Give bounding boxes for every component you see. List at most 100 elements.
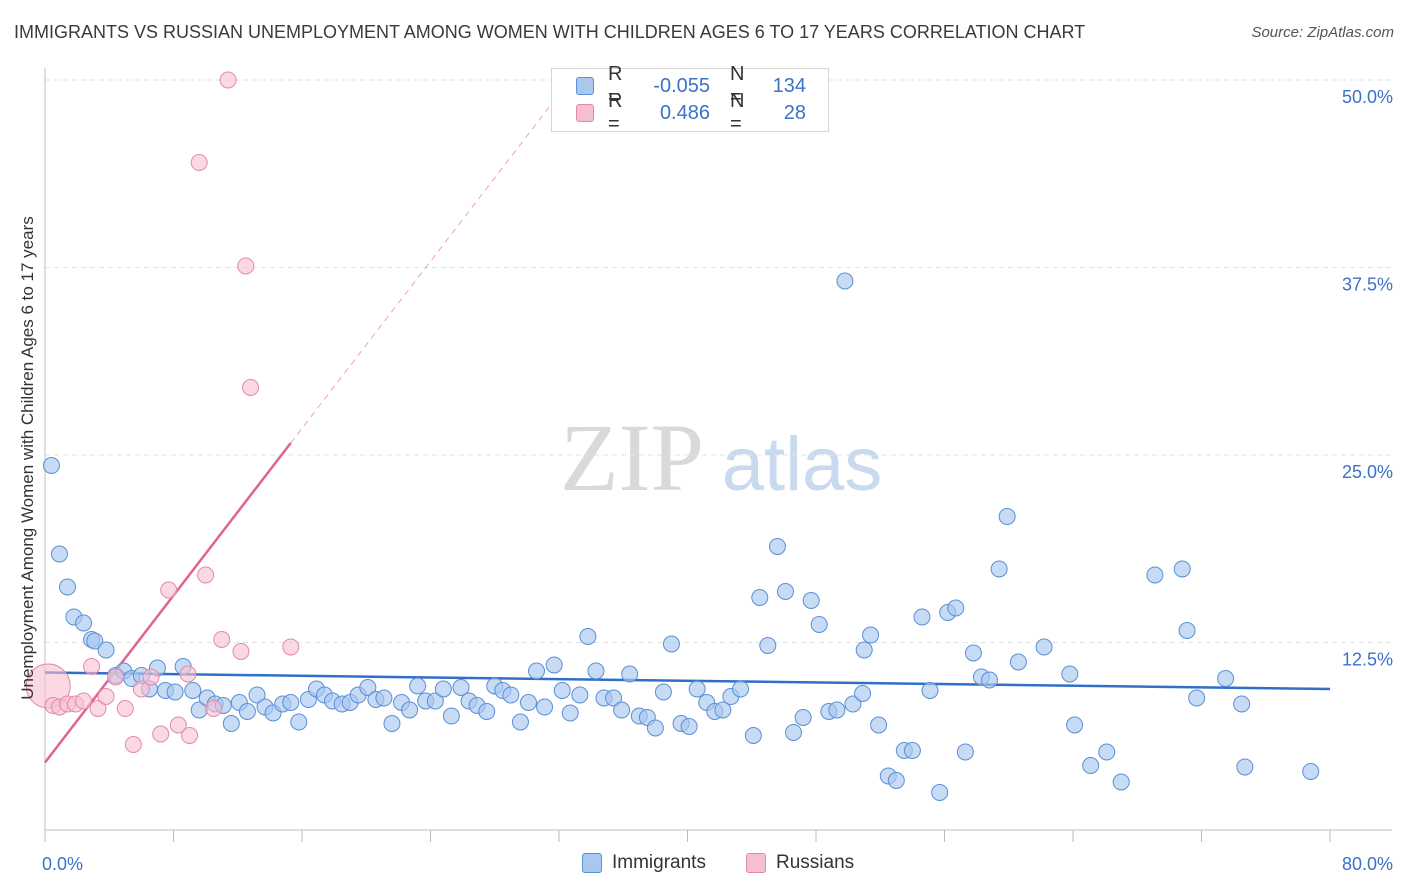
immigrants-point (990, 560, 1008, 578)
source-label: Source: ZipAtlas.com (1251, 24, 1394, 41)
immigrants-point (519, 694, 537, 711)
russians-point (205, 700, 223, 717)
immigrants-point (86, 632, 104, 650)
immigrants-point (401, 701, 419, 719)
immigrants-point (42, 457, 60, 474)
immigrants-point (931, 784, 949, 801)
immigrants-points (42, 272, 1320, 801)
russians-point (282, 638, 300, 656)
russians-point (152, 725, 170, 743)
immigrants-point (452, 679, 470, 696)
immigrants-point (744, 727, 762, 744)
immigrants-point (571, 686, 589, 704)
immigrants-point (802, 592, 820, 609)
immigrants-point (956, 743, 974, 761)
immigrants-point (409, 677, 427, 695)
r-label: R = (608, 90, 623, 135)
trend-lines (44, 79, 1331, 764)
russians-point (181, 727, 199, 744)
immigrants-point (844, 695, 862, 713)
n-label: N = (730, 63, 745, 108)
russians-point (75, 692, 93, 710)
immigrants-point (654, 683, 672, 701)
russians-point (232, 643, 250, 660)
immigrants-point (502, 686, 520, 704)
immigrants-point (553, 682, 571, 699)
russians-trend-line (44, 442, 292, 764)
immigrants-point (184, 682, 202, 699)
russians-point (83, 658, 101, 675)
russians-legend-swatch (746, 853, 766, 873)
immigrants-point (732, 680, 750, 698)
immigrants-point (768, 538, 786, 555)
russians-point (89, 700, 107, 717)
immigrants-point (561, 704, 579, 722)
r-value: 0.486 (659, 101, 710, 124)
russians-point (237, 257, 255, 275)
immigrants-point (434, 680, 452, 698)
immigrants-legend-label: Immigrants (612, 852, 706, 873)
russians-point (132, 680, 150, 698)
immigrants-point (1302, 763, 1320, 780)
immigrants-point (587, 662, 605, 680)
immigrants-swatch (576, 77, 594, 95)
immigrants-point (662, 635, 680, 653)
immigrants-point (680, 718, 698, 735)
immigrants-point (442, 707, 460, 725)
immigrants-point (511, 713, 529, 731)
immigrants-point (998, 508, 1016, 525)
immigrants-point (426, 692, 444, 710)
immigrants-point (58, 578, 76, 596)
y-tick-label: 37.5% (1342, 275, 1393, 295)
immigrants-point (646, 719, 664, 737)
russians-trend-extension (290, 79, 571, 444)
immigrants-point (1233, 695, 1251, 713)
russians-point (179, 665, 197, 683)
immigrants-point (1188, 689, 1206, 707)
watermark: ZIP atlas (560, 404, 882, 511)
russians-point (242, 379, 260, 396)
russians-points (25, 71, 300, 753)
immigrants-point (810, 616, 828, 633)
correlation-legend: R = -0.055 N = 134 R = 0.486 N = 28 (551, 63, 829, 135)
watermark-zip: ZIP (560, 404, 704, 511)
immigrants-point (887, 772, 905, 789)
legend-row-russians: R = 0.486 N = 28 (576, 90, 806, 135)
immigrants-point (605, 689, 623, 707)
immigrants-point (290, 713, 308, 731)
immigrants-point (97, 641, 115, 659)
immigrants-point (359, 679, 377, 696)
immigrants-point (1009, 653, 1027, 671)
immigrants-point (621, 665, 639, 683)
russians-point (97, 688, 115, 705)
russians-point (142, 668, 160, 686)
legend-item-immigrants[interactable]: Immigrants (582, 852, 706, 874)
immigrants-point (1217, 670, 1235, 687)
immigrants-point (166, 683, 184, 701)
immigrants-point (828, 701, 846, 719)
immigrants-point (980, 671, 998, 689)
y-tick-labels: 12.5% 25.0% 37.5% 50.0% (1342, 87, 1393, 670)
immigrants-point (714, 701, 732, 719)
immigrants-point (375, 689, 393, 707)
legend-row-immigrants: R = -0.055 N = 134 (576, 63, 806, 108)
immigrants-point (50, 545, 68, 563)
legend-item-russians[interactable]: Russians (746, 852, 854, 874)
immigrants-point (1098, 743, 1116, 761)
immigrants-point (1112, 773, 1130, 791)
immigrants-point (248, 686, 266, 704)
immigrants-point (836, 272, 854, 290)
russians-swatch (576, 104, 594, 122)
x-tick-label: 80.0% (1342, 854, 1393, 874)
immigrants-point (613, 701, 631, 719)
r-label: R = (608, 63, 623, 108)
immigrants-point (913, 608, 931, 626)
immigrants-point (282, 694, 300, 711)
n-value: 134 (772, 74, 806, 97)
immigrants-point (1178, 622, 1196, 639)
immigrants-point (854, 685, 872, 702)
immigrants-point (238, 703, 256, 720)
immigrants-point (870, 716, 888, 734)
r-value: -0.055 (653, 74, 710, 97)
